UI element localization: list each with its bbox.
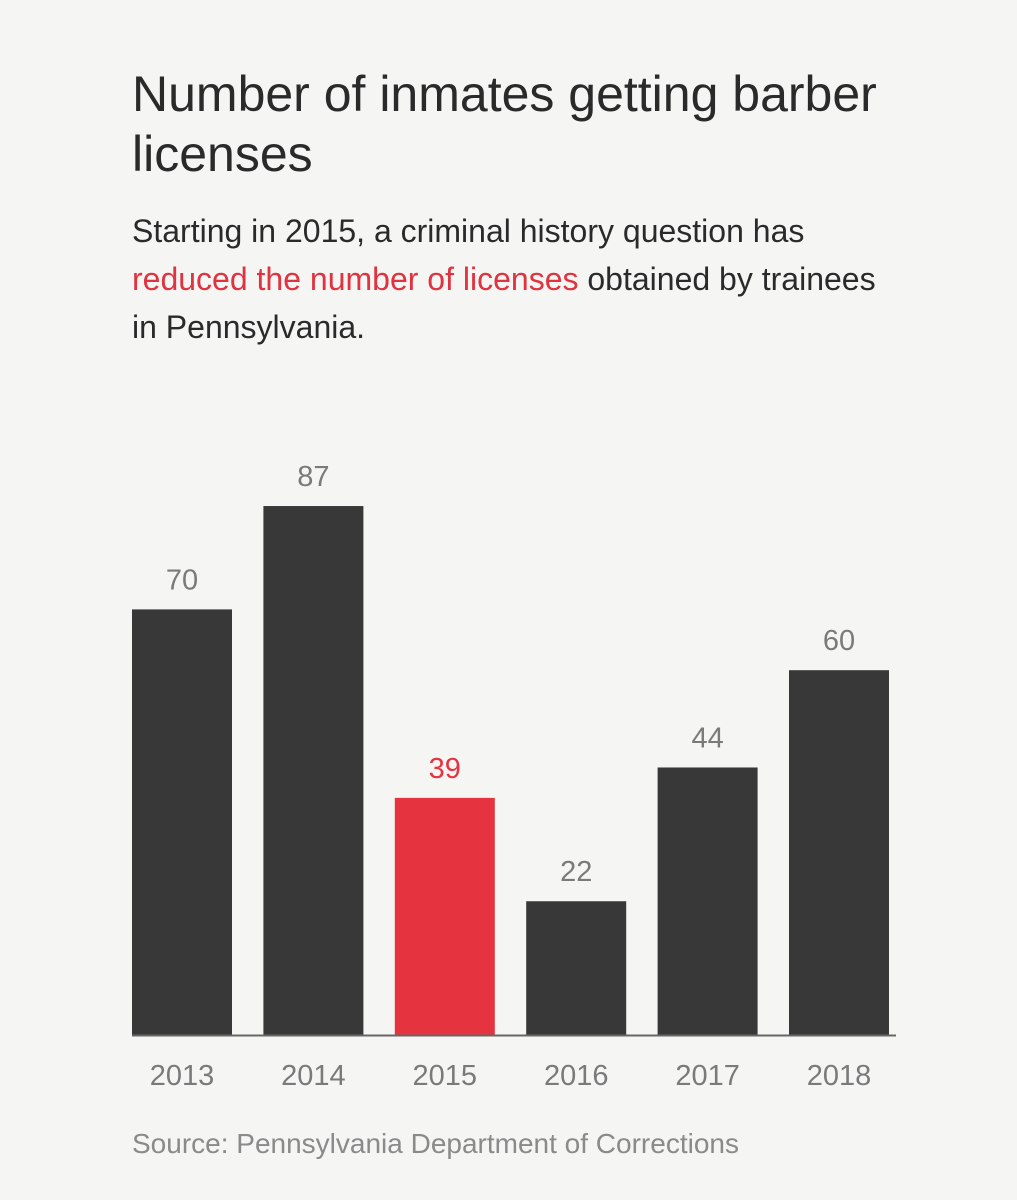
chart-subtitle: Starting in 2015, a criminal history que… [132, 207, 892, 351]
chart-title: Number of inmates getting barber license… [132, 66, 877, 182]
value-label-2014: 87 [297, 461, 329, 493]
subtitle-text-start: Starting in 2015, a criminal history que… [132, 213, 805, 249]
bar-2016 [526, 901, 627, 1035]
bar-2018 [789, 670, 889, 1035]
bar-2013 [132, 609, 232, 1035]
value-label-2013: 70 [166, 564, 198, 596]
bar-2015 [394, 797, 495, 1035]
source-note: Source: Pennsylvania Department of Corre… [132, 1128, 739, 1159]
subtitle-highlight: reduced the number of licenses [132, 261, 579, 297]
x-tick-label-2013: 2013 [150, 1060, 215, 1092]
value-label-2016: 22 [560, 856, 592, 888]
bar-2017 [657, 767, 758, 1035]
x-tick-label-2017: 2017 [675, 1060, 740, 1092]
x-tick-label-2015: 2015 [413, 1060, 478, 1092]
bar-2014 [263, 506, 364, 1035]
x-tick-label-2018: 2018 [807, 1060, 872, 1092]
subtitle-text-end: obtained by trainees in Pennsylvania. [132, 261, 876, 345]
x-tick-label-2014: 2014 [281, 1060, 346, 1092]
value-label-2017: 44 [691, 722, 723, 754]
x-tick-label-2016: 2016 [544, 1060, 609, 1092]
value-label-2018: 60 [823, 625, 855, 657]
value-label-2015: 39 [429, 753, 461, 785]
